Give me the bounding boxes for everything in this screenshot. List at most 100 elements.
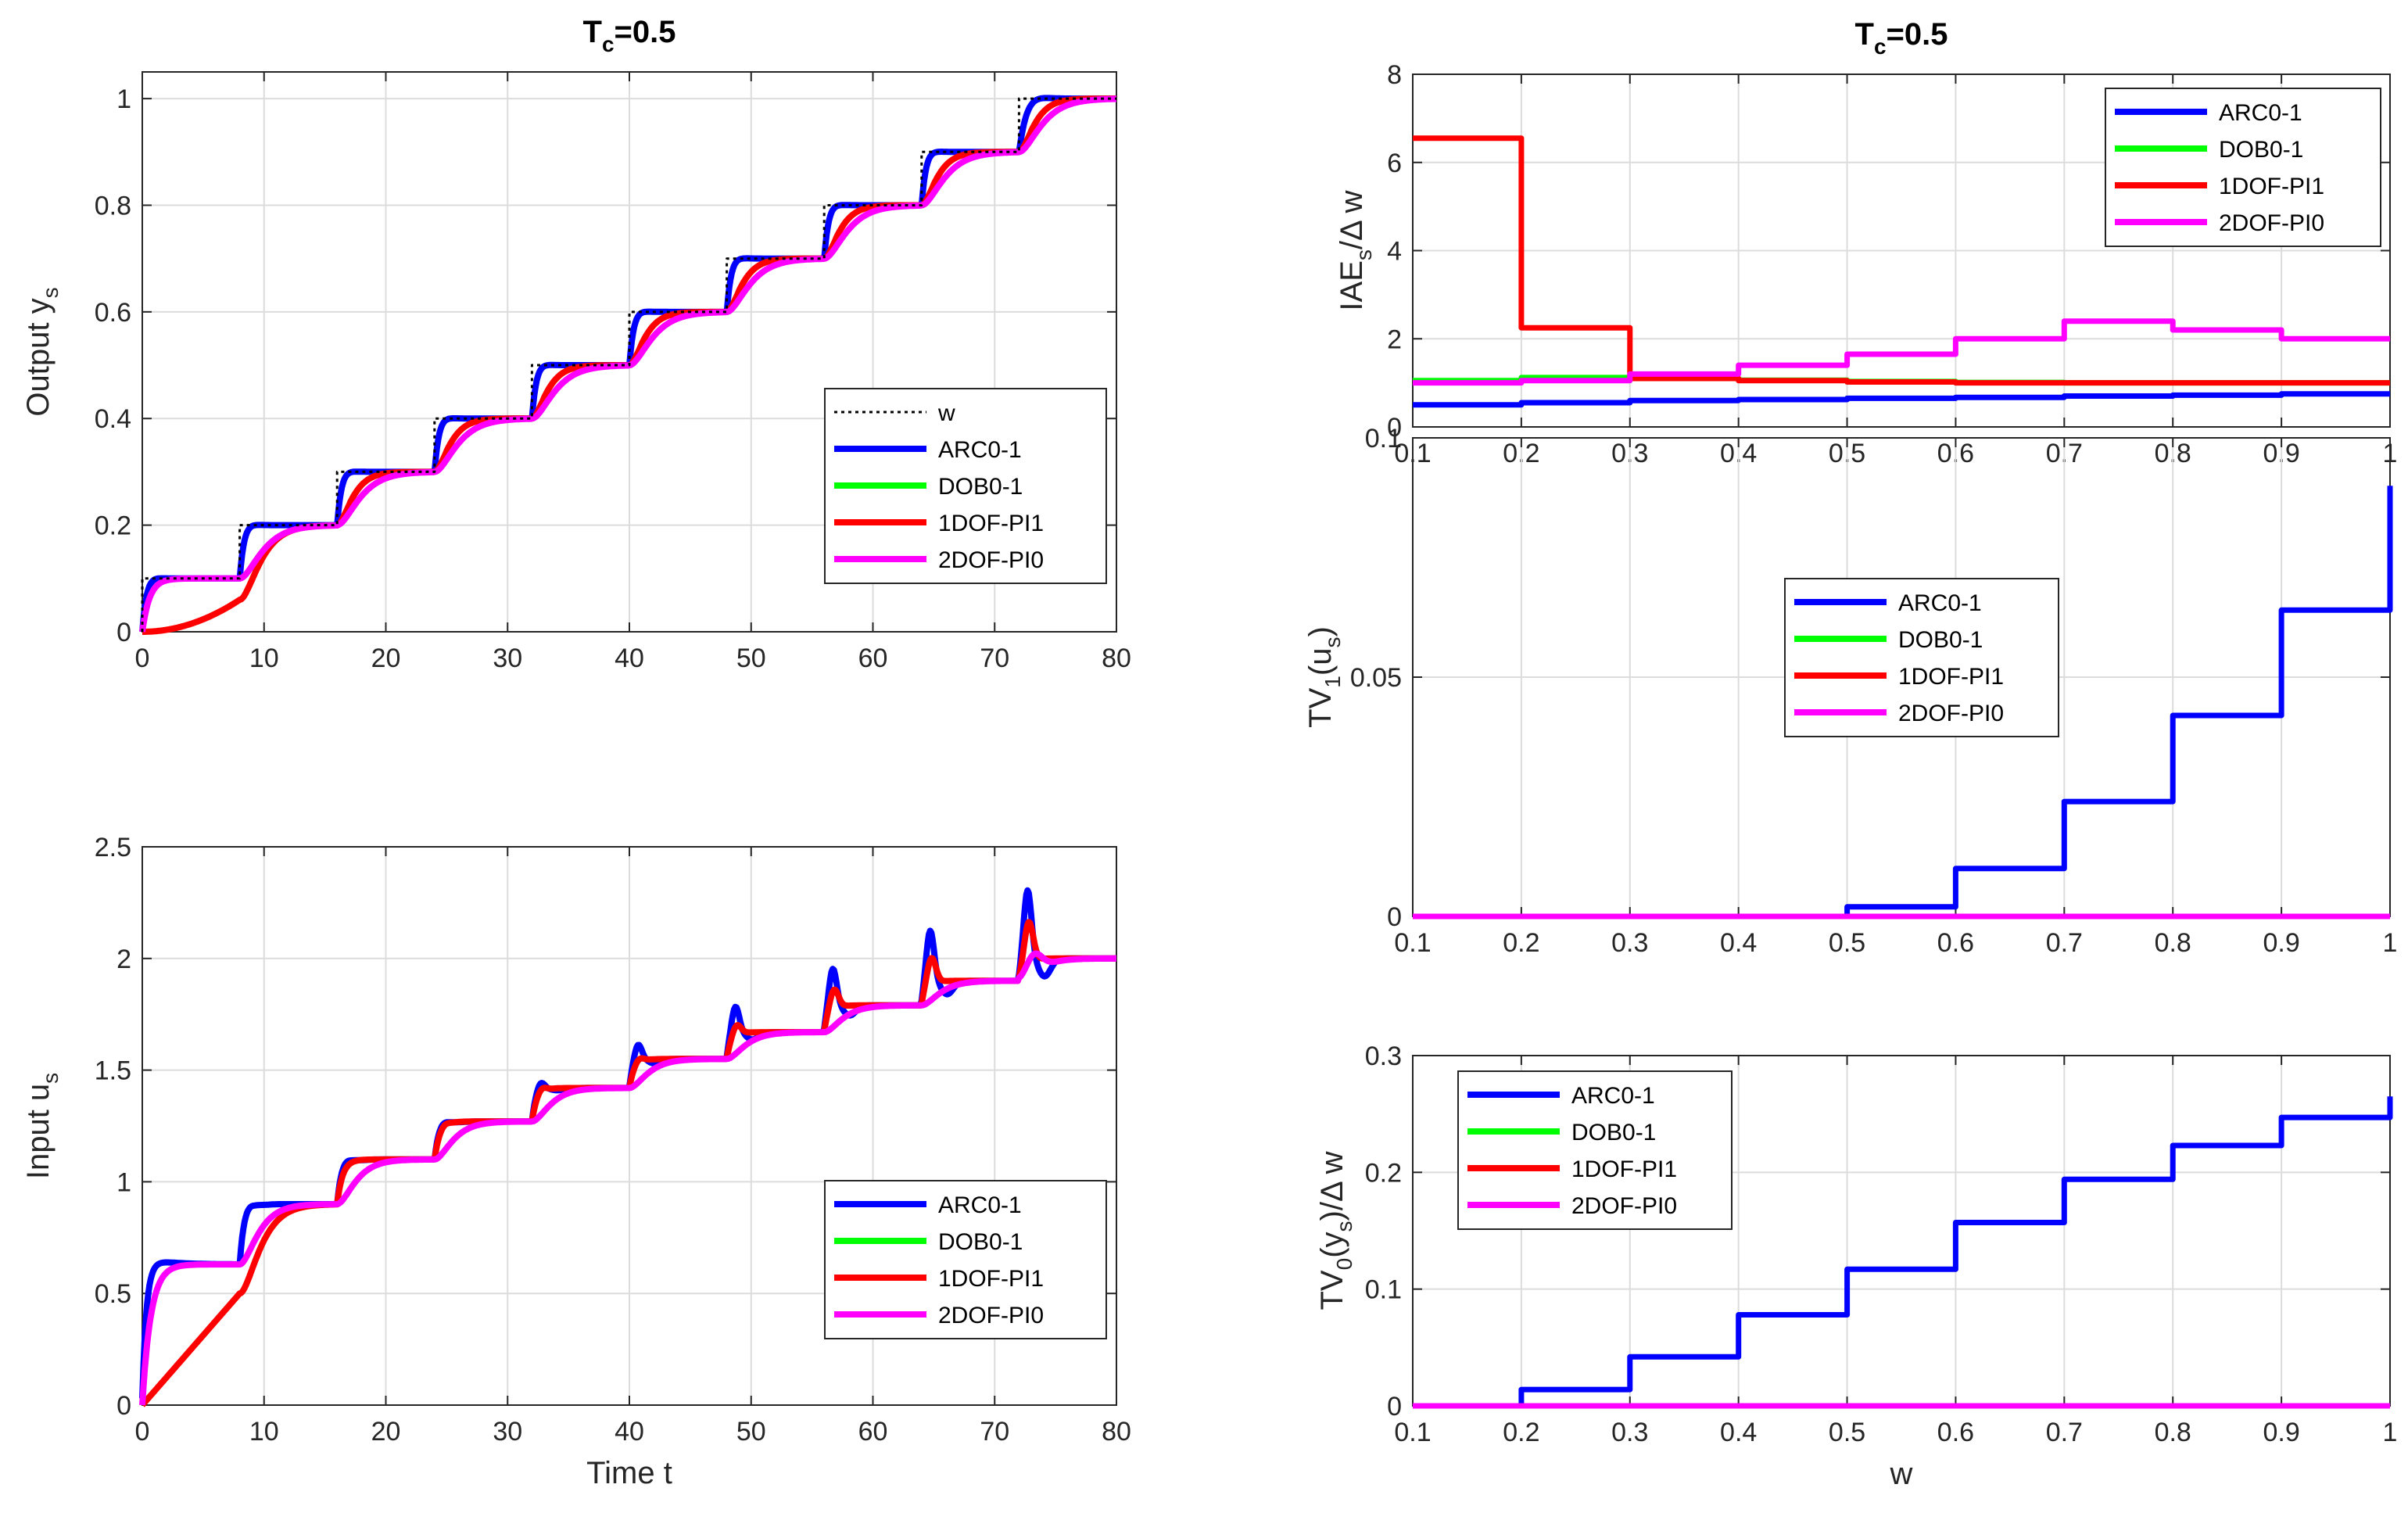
- title-sub: c: [602, 32, 615, 56]
- x-tick-label: 10: [249, 1417, 279, 1447]
- x-tick-label: 0.9: [2263, 1418, 2299, 1447]
- ylabel-part: 1: [1320, 676, 1345, 688]
- x-tick-label: 0.4: [1720, 928, 1757, 958]
- y-tick-label: 0.05: [1350, 663, 1402, 693]
- tv1-legend: ARC0-1 DOB0-1 1DOF-PI1 2DOF-PI0: [1784, 578, 2059, 737]
- x-tick-label: 70: [980, 644, 1009, 673]
- legend-entry-1DOF-PI1: 1DOF-PI1: [1571, 1156, 1677, 1182]
- ylabel-part: TV: [1315, 1270, 1349, 1310]
- y-tick-label: 4: [1387, 237, 1402, 267]
- x-tick-label: 0.1: [1394, 928, 1431, 958]
- tv0-legend: ARC0-1 DOB0-1 1DOF-PI1 2DOF-PI0: [1457, 1070, 1733, 1230]
- legend-entry-ARC0-1: ARC0-1: [2219, 100, 2302, 126]
- x-tick-label: 80: [1102, 644, 1131, 673]
- x-tick-label: 60: [858, 644, 888, 673]
- ylabel-part: )/Δ w: [1315, 1151, 1349, 1221]
- x-tick-label: 0: [135, 1417, 150, 1447]
- legend-entry-1DOF-PI1: 1DOF-PI1: [1898, 664, 2004, 690]
- y-tick-label: 6: [1387, 149, 1402, 178]
- ylabel-part: s: [1332, 1221, 1356, 1232]
- x-tick-label: 50: [736, 1417, 766, 1447]
- y-tick-label: 2: [1387, 324, 1402, 354]
- y-tick-label: 0.6: [95, 298, 131, 328]
- y-tick-label: 0: [116, 1391, 131, 1421]
- y-tick-label: 0.5: [95, 1279, 131, 1309]
- y-tick-label: 2: [116, 945, 131, 974]
- legend-entry-DOB0-1: DOB0-1: [938, 1229, 1023, 1255]
- ylabel-part: ): [1303, 626, 1338, 636]
- y-tick-label: 1.5: [95, 1056, 131, 1086]
- x-tick-label: 0.7: [2046, 928, 2083, 958]
- legend-entry-DOB0-1: DOB0-1: [938, 474, 1023, 500]
- tv0-line-ARC0-1: [1413, 1096, 2393, 1409]
- y-tick-label: 1: [116, 84, 131, 114]
- y-tick-label: 0.4: [95, 404, 131, 434]
- x-tick-label: 50: [736, 644, 766, 673]
- y-tick-label: 0: [1387, 413, 1402, 443]
- x-tick-label: 20: [371, 644, 401, 673]
- x-tick-label: 1: [2383, 928, 2398, 958]
- legend-entry-2DOF-PI0: 2DOF-PI0: [938, 1303, 1044, 1328]
- title-main: T: [1855, 17, 1874, 52]
- x-tick-label: 0.8: [2155, 928, 2191, 958]
- legend-entry-ARC0-1: ARC0-1: [1898, 590, 1982, 616]
- iae-title: Tc=0.5: [1855, 17, 1948, 59]
- legend-entry-w: w: [937, 400, 955, 426]
- input-line-2DOF-PI0: [139, 950, 1119, 1406]
- x-tick-label: 0.4: [1720, 1418, 1757, 1447]
- ylabel-part: Input u: [21, 1084, 56, 1179]
- input-axes: 0 10 20 30 40 50 60 70 80 0 0.5 1 1.5 2 2.5: [95, 833, 1131, 1447]
- output-title: Tc=0.5: [583, 15, 676, 56]
- ylabel-part: s: [38, 1073, 63, 1084]
- ylabel-part: (u: [1303, 648, 1338, 676]
- y-tick-label: 0.2: [1365, 1158, 1402, 1188]
- legend-entry-1DOF-PI1: 1DOF-PI1: [2219, 174, 2324, 199]
- x-tick-label: 0.2: [1503, 1418, 1539, 1447]
- iae-line-ARC0-1: [1413, 391, 2390, 408]
- x-tick-label: 0.3: [1611, 1418, 1648, 1447]
- ylabel-part: /Δ w: [1335, 190, 1369, 249]
- y-tick-label: 0.2: [95, 511, 131, 541]
- x-tick-label: 10: [249, 644, 279, 673]
- x-tick-label: 0: [135, 644, 150, 673]
- x-tick-label: 60: [858, 1417, 888, 1447]
- iae-legend: ARC0-1 DOB0-1 1DOF-PI1 2DOF-PI0: [2105, 88, 2381, 247]
- x-tick-label: 40: [615, 644, 644, 673]
- y-tick-label: 0.1: [1365, 424, 1402, 454]
- legend-entry-2DOF-PI0: 2DOF-PI0: [1571, 1193, 1677, 1219]
- x-tick-label: 0.6: [1937, 928, 1974, 958]
- legend-entry-2DOF-PI0: 2DOF-PI0: [938, 547, 1044, 573]
- legend-entry-2DOF-PI0: 2DOF-PI0: [1898, 701, 2004, 726]
- output-ylabel: Output ys: [21, 287, 63, 416]
- ylabel-part: TV: [1303, 687, 1338, 727]
- x-tick-label: 0.2: [1503, 928, 1539, 958]
- x-tick-label: 30: [493, 644, 522, 673]
- tv1-ylabel: TV1(us): [1303, 626, 1345, 728]
- legend-entry-ARC0-1: ARC0-1: [1571, 1083, 1655, 1109]
- ylabel-part: Output y: [21, 298, 56, 416]
- x-tick-label: 0.5: [1829, 928, 1865, 958]
- x-tick-label: 0.3: [1611, 928, 1648, 958]
- x-tick-label: 0.9: [2263, 928, 2299, 958]
- title-tail: =0.5: [1887, 17, 1948, 52]
- y-tick-label: 0: [116, 618, 131, 647]
- y-tick-label: 0.3: [1365, 1042, 1402, 1071]
- legend-entry-DOB0-1: DOB0-1: [1571, 1120, 1656, 1146]
- tv1-axes: 0.1 0.2 0.3 0.4 0.5 0.6 0.7 0.8 0.9 1 0 0.05 0.1: [1350, 424, 2398, 958]
- x-tick-label: 0.8: [2155, 1418, 2191, 1447]
- legend-entry-DOB0-1: DOB0-1: [2219, 137, 2303, 163]
- x-tick-label: 80: [1102, 1417, 1131, 1447]
- y-tick-label: 0.1: [1365, 1275, 1402, 1305]
- iae-line-2DOF-PI0: [1413, 318, 2390, 386]
- tv0-xlabel: w: [1890, 1457, 1913, 1491]
- x-tick-label: 0.7: [2046, 1418, 2083, 1447]
- x-tick-label: 20: [371, 1417, 401, 1447]
- x-tick-label: 0.1: [1394, 1418, 1431, 1447]
- x-tick-label: 0.5: [1829, 1418, 1865, 1447]
- ylabel-part: s: [1320, 637, 1345, 648]
- title-sub: c: [1874, 34, 1887, 59]
- title-main: T: [583, 15, 602, 49]
- legend-entry-DOB0-1: DOB0-1: [1898, 627, 1983, 653]
- ylabel-part: s: [38, 287, 63, 298]
